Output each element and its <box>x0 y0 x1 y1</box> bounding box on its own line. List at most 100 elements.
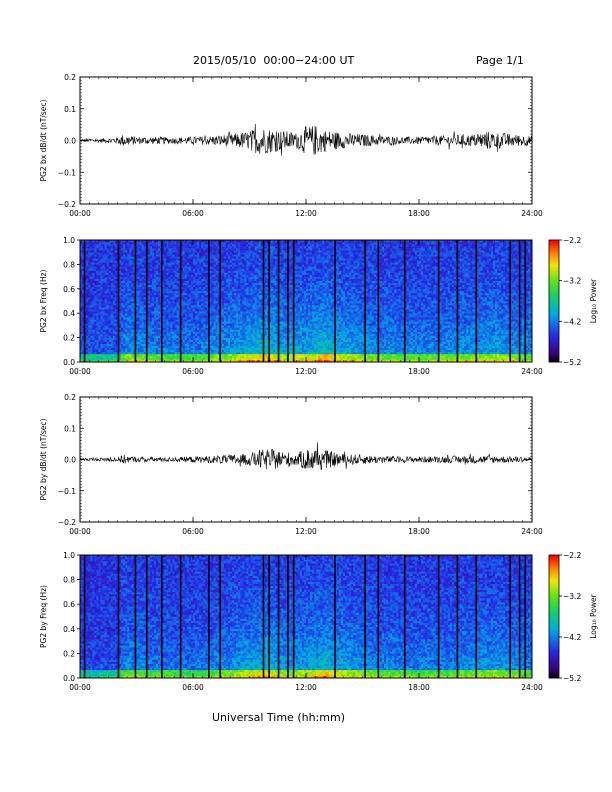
spectrogram-cell <box>240 311 243 314</box>
spectrogram-cell <box>158 260 161 263</box>
spectrogram-cell <box>213 286 216 290</box>
spectrogram-cell <box>225 351 229 355</box>
spectrogram-cell <box>114 294 118 298</box>
spectrogram-cell <box>209 315 212 318</box>
spectrogram-cell <box>221 347 225 351</box>
spectrogram-cell <box>199 266 202 269</box>
spectrogram-cell <box>143 290 147 294</box>
spectrogram-cell <box>209 284 212 288</box>
spectrogram-cell <box>129 246 132 249</box>
spectrogram-cell <box>240 244 243 247</box>
spectrogram-cell <box>149 286 153 290</box>
spectrogram-cell <box>190 296 194 300</box>
spectrogram-cell <box>114 303 118 306</box>
spectrogram-cell <box>110 355 114 359</box>
spectrogram-cell <box>112 250 116 253</box>
spectrogram-cell <box>205 351 208 355</box>
spectrogram-cell <box>86 298 89 302</box>
spectrogram-cell <box>221 307 225 310</box>
spectrogram-cell <box>141 284 144 288</box>
spectrogram-cell <box>211 250 214 253</box>
spectrogram-cell <box>102 353 105 357</box>
spectrogram-cell <box>158 250 161 253</box>
spectrogram-cell <box>106 353 110 357</box>
spectrogram-cell <box>114 341 118 344</box>
spectrogram-cell <box>236 311 239 314</box>
spectrogram-cell <box>114 244 118 247</box>
spectrogram-cell <box>195 307 198 310</box>
spectrogram-cell <box>108 327 112 330</box>
spectrogram-cell <box>90 311 93 314</box>
spectrogram-cell <box>223 347 227 351</box>
spectrogram-cell <box>174 337 177 340</box>
spectrogram-cell <box>215 260 218 263</box>
spectrogram-cell <box>229 258 233 261</box>
spectrogram-cell <box>94 266 97 269</box>
spectrogram-cell <box>98 280 101 283</box>
spectrogram-cell <box>211 262 214 265</box>
spectrogram-cell <box>137 284 140 288</box>
spectrogram-cell <box>98 339 101 342</box>
spectrogram-cell <box>193 292 196 296</box>
spectrogram-cell <box>147 256 151 259</box>
spectrogram-cell <box>88 343 91 347</box>
spectrogram-cell <box>149 357 153 361</box>
spectrogram-cell <box>168 266 171 269</box>
spectrogram-cell <box>90 284 93 288</box>
spectrogram-cell <box>205 262 208 265</box>
spectrogram-cell <box>149 335 153 338</box>
spectrogram-cell <box>114 274 118 277</box>
spectrogram-cell <box>184 313 188 316</box>
spectrogram-cell <box>213 351 216 355</box>
spectrogram-cell <box>195 256 198 259</box>
spectrogram-cell <box>213 290 216 294</box>
spectrogram-cell <box>129 282 132 286</box>
spectrogram-cell <box>184 351 188 355</box>
spectrogram-cell <box>108 288 112 292</box>
spectrogram-cell <box>143 343 147 347</box>
spectrogram-cell <box>158 284 161 288</box>
spectrogram-cell <box>234 337 237 340</box>
spectrogram-cell <box>221 327 225 330</box>
spectrogram-cell <box>108 311 112 314</box>
spectrogram-cell <box>201 319 204 322</box>
spectrogram-cell <box>143 286 147 290</box>
spectrogram-cell <box>106 351 110 355</box>
spectrogram-cell <box>139 294 142 298</box>
spectrogram-cell <box>86 254 89 257</box>
spectrogram-cell <box>223 248 227 251</box>
spectrogram-cell <box>232 317 235 320</box>
spectrogram-cell <box>232 264 235 267</box>
spectrogram-cell <box>223 339 227 342</box>
spectrogram-cell <box>92 329 95 332</box>
spectrogram-cell <box>188 270 192 273</box>
spectrogram-cell <box>190 311 194 314</box>
spectrogram-cell <box>238 317 241 320</box>
spectrogram-cell <box>164 357 167 361</box>
spectrogram-cell <box>149 256 153 259</box>
spectrogram-cell <box>166 303 169 306</box>
spectrogram-cell <box>238 355 241 359</box>
spectrogram-cell <box>209 276 212 279</box>
spectrogram-cell <box>174 242 177 245</box>
spectrogram-cell <box>199 315 202 318</box>
spectrogram-cell <box>221 311 225 314</box>
spectrogram-cell <box>131 258 134 261</box>
spectrogram-cell <box>102 284 105 288</box>
spectrogram-cell <box>223 254 227 257</box>
spectrogram-cell <box>190 307 194 310</box>
spectrogram-cell <box>127 262 130 265</box>
spectrogram-cell <box>112 357 116 361</box>
spectrogram-cell <box>199 357 202 361</box>
spectrogram-cell <box>156 290 159 294</box>
spectrogram-cell <box>139 313 142 316</box>
spectrogram-cell <box>92 313 95 316</box>
spectrogram-cell <box>238 286 241 290</box>
spectrogram-cell <box>209 333 212 336</box>
spectrogram-cell <box>108 262 112 265</box>
spectrogram-cell <box>158 315 161 318</box>
spectrogram-cell <box>158 270 161 273</box>
spectrogram-cell <box>151 264 155 267</box>
spectrogram-cell <box>203 321 206 324</box>
spectrogram-cell <box>164 315 167 318</box>
